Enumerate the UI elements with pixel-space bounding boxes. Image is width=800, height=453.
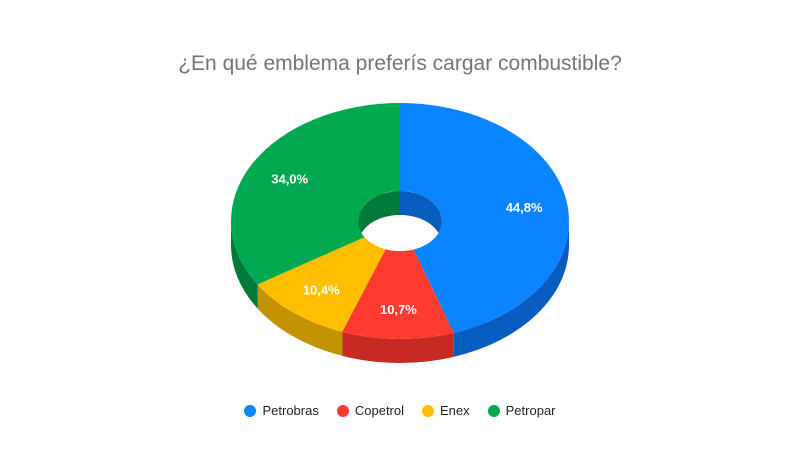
legend-swatch-copetrol: [336, 404, 349, 417]
chart-title: ¿En qué emblema preferís cargar combusti…: [178, 52, 622, 75]
side-wall-copetrol: [342, 331, 454, 363]
slice-copetrol[interactable]: [342, 249, 454, 339]
donut-hole: [358, 191, 442, 251]
data-label-copetrol: 10,7%: [380, 302, 417, 317]
legend-item-copetrol[interactable]: Copetrol: [336, 403, 404, 418]
chart-legend: Petrobras Copetrol Enex Petropar: [0, 403, 800, 418]
slice-labels: 44,8% 10,7% 10,4% 34,0%: [271, 172, 543, 317]
legend-label-petrobras: Petrobras: [262, 403, 319, 418]
legend-label-petropar: Petropar: [505, 403, 556, 418]
slice-petrobras[interactable]: [400, 103, 569, 333]
side-wall-petropar: [230, 221, 258, 309]
legend-item-petrobras[interactable]: Petrobras: [244, 403, 319, 418]
donut-side-walls: [230, 221, 569, 363]
donut-slices: [230, 103, 569, 339]
legend-label-copetrol: Copetrol: [354, 403, 404, 418]
legend-swatch-petrobras: [244, 404, 257, 417]
hole-wall-petrobras-0: [400, 191, 442, 245]
data-label-petrobras: 44,8%: [506, 200, 543, 215]
slice-enex[interactable]: [257, 237, 386, 332]
hole-opening: [358, 215, 442, 251]
side-wall-petrobras: [453, 221, 569, 357]
side-wall-enex: [257, 284, 343, 356]
slice-petropar[interactable]: [230, 103, 400, 285]
data-label-petropar: 34,0%: [271, 172, 308, 187]
legend-label-enex: Enex: [440, 403, 470, 418]
legend-swatch-enex: [422, 404, 434, 417]
legend-item-enex[interactable]: Enex: [422, 403, 470, 418]
hole-wall-petropar-1: [358, 191, 400, 245]
legend-swatch-petropar: [487, 404, 500, 417]
data-label-enex: 10,4%: [303, 283, 340, 298]
legend-item-petropar[interactable]: Petropar: [487, 403, 556, 418]
